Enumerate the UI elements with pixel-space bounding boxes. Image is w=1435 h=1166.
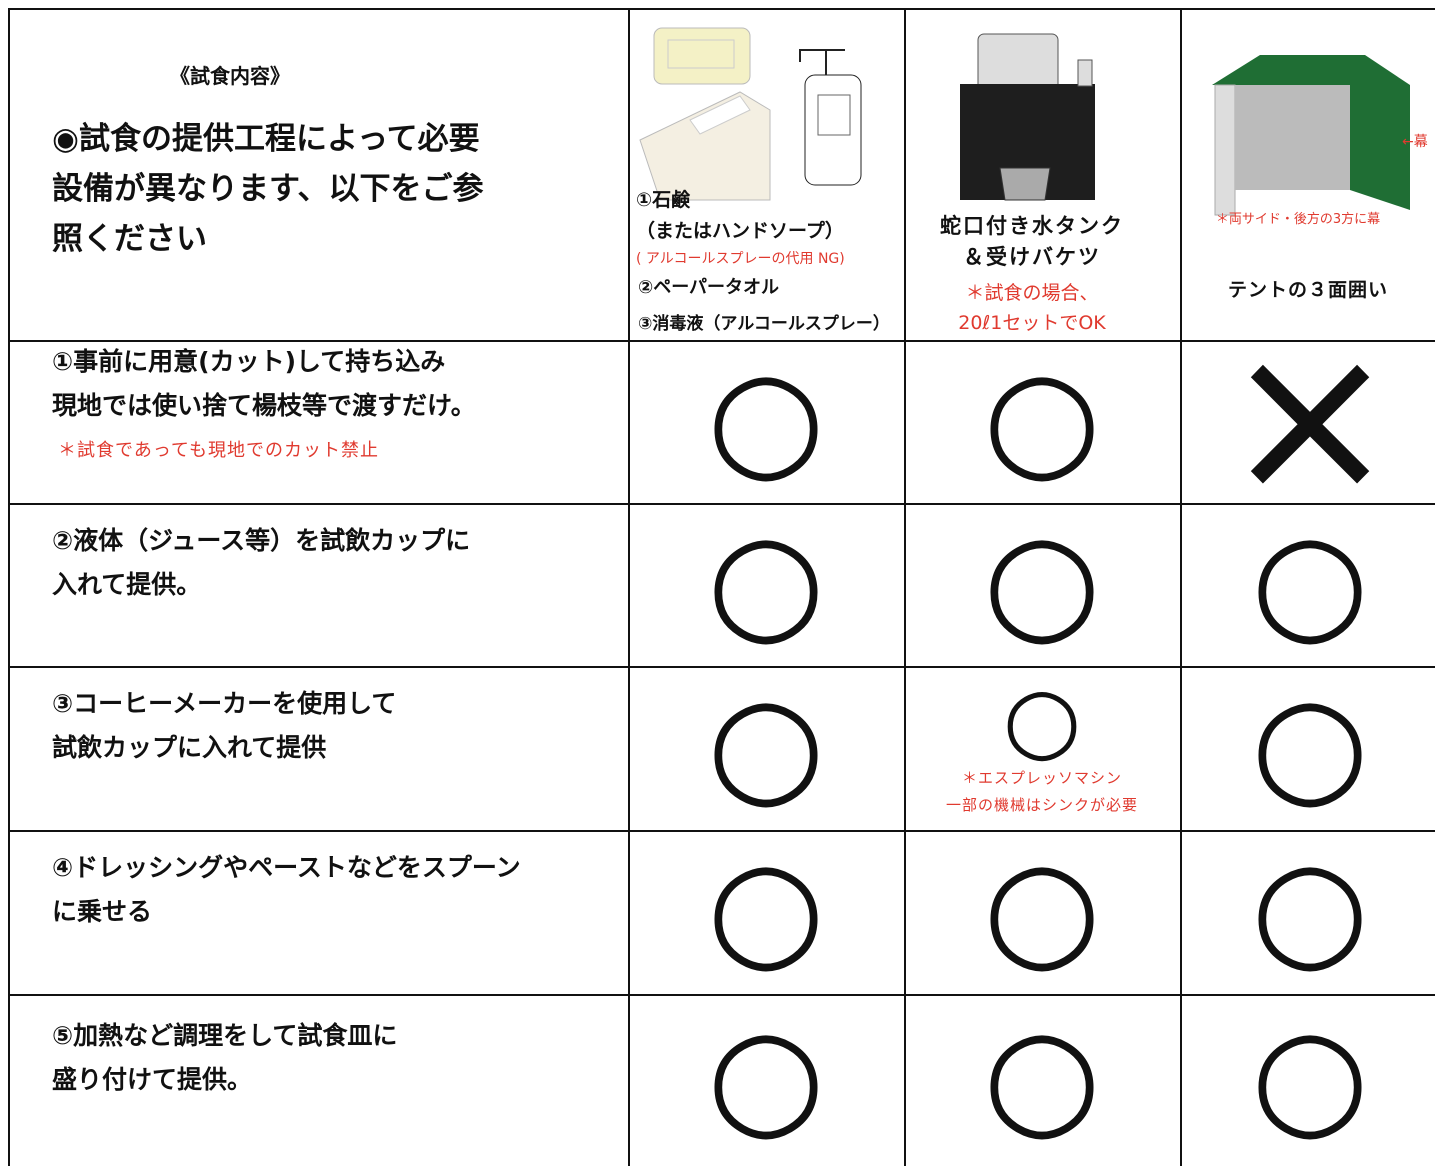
rule bbox=[8, 8, 10, 1166]
mark: ○ bbox=[707, 829, 825, 987]
row-label: ②液体（ジュース等）を試飲カップに bbox=[52, 525, 471, 555]
mark: ○ bbox=[983, 997, 1101, 1155]
item: ①石鹸 bbox=[636, 189, 691, 211]
mark: ○ bbox=[983, 829, 1101, 987]
row-note: ＊試食であっても現地でのカット禁止 bbox=[58, 439, 380, 461]
note: ＊両サイド・後方の3方に幕 bbox=[1215, 212, 1381, 227]
rule bbox=[8, 503, 1435, 505]
note: ＊試食の場合、 bbox=[965, 282, 1099, 304]
mark-note: ＊エスプレッソマシン bbox=[961, 769, 1123, 787]
mark: ○ bbox=[1002, 667, 1082, 772]
note: 20ℓ1セットでOK bbox=[958, 312, 1106, 334]
mark: ○ bbox=[707, 339, 825, 496]
mark: ○ bbox=[1251, 829, 1369, 987]
mark: ○ bbox=[707, 997, 825, 1155]
row-label: 試飲カップに入れて提供 bbox=[52, 733, 327, 762]
caption: 《試食内容》 bbox=[170, 64, 290, 88]
illustrations bbox=[639, 27, 1410, 216]
row-label: ④ドレッシングやペーストなどをスプーン bbox=[52, 853, 521, 882]
row-label: に乗せる bbox=[52, 897, 153, 926]
rule bbox=[8, 8, 1435, 10]
rule bbox=[8, 994, 1435, 996]
rule bbox=[1180, 8, 1182, 1166]
rule bbox=[904, 8, 906, 1166]
item: ③消毒液（アルコールスプレー） bbox=[638, 314, 890, 334]
item: ＆受けバケツ bbox=[963, 245, 1101, 269]
rule bbox=[628, 8, 630, 1166]
title-line: ◉試食の提供工程によって必要 bbox=[52, 121, 480, 157]
mark: ○ bbox=[707, 665, 825, 823]
mark: × bbox=[1222, 294, 1398, 540]
rule bbox=[8, 830, 1435, 832]
title-line: 照ください bbox=[52, 221, 207, 257]
row-label: ③コーヒーメーカーを使用して bbox=[52, 689, 397, 718]
rule bbox=[8, 340, 1435, 342]
item: ②ペーパータオル bbox=[638, 277, 780, 298]
mark: ○ bbox=[1251, 997, 1369, 1155]
mark: ○ bbox=[983, 502, 1101, 659]
row-label: ①事前に用意(カット)して持ち込み bbox=[52, 346, 446, 376]
item: （またはハンドソープ） bbox=[636, 220, 844, 242]
row-label: 盛り付けて提供。 bbox=[52, 1065, 253, 1094]
arrow-note: ←幕 bbox=[1402, 134, 1428, 150]
warning: ( アルコールスプレーの代用 NG) bbox=[636, 251, 845, 267]
item: テントの３面囲い bbox=[1227, 279, 1389, 301]
mark: ○ bbox=[1251, 665, 1369, 823]
row-label: ⑤加熱など調理をして試食皿に bbox=[52, 1021, 398, 1050]
mark: ○ bbox=[707, 502, 825, 659]
item: 蛇口付き水タンク bbox=[940, 214, 1124, 238]
row-label: 入れて提供。 bbox=[52, 569, 202, 599]
mark: ○ bbox=[983, 339, 1101, 496]
mark-note: 一部の機械はシンクが必要 bbox=[945, 796, 1139, 814]
row-label: 現地では使い捨て楊枝等で渡すだけ。 bbox=[52, 390, 476, 420]
rule bbox=[8, 666, 1435, 668]
title-line: 設備が異なります、以下をご参 bbox=[52, 171, 484, 207]
mark: ○ bbox=[1251, 502, 1369, 659]
